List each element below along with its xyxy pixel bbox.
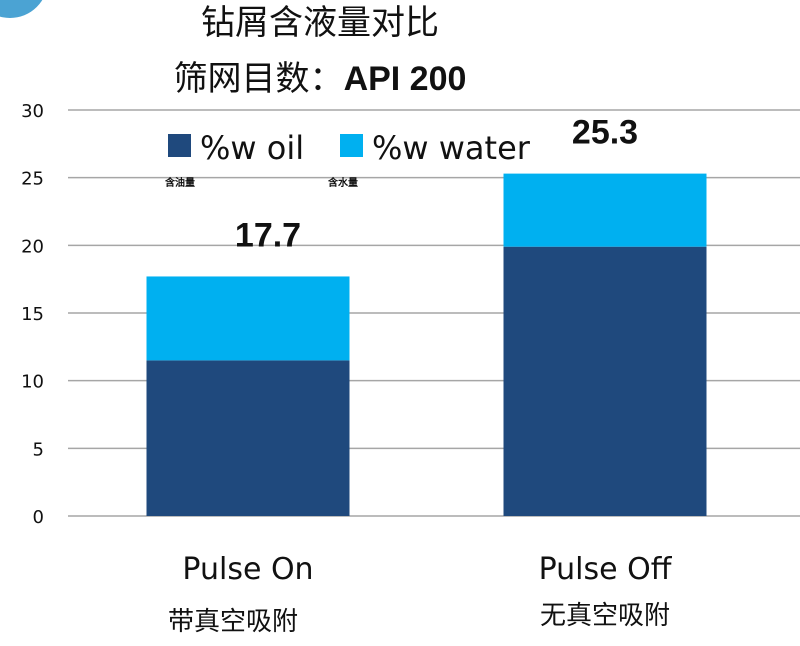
chart-subtitle: 筛网目数：API 200 — [174, 59, 467, 99]
legend-sublabel-oil: 含油量 — [165, 176, 195, 189]
x-category-label: Pulse On — [182, 552, 313, 587]
y-tick-label: 20 — [21, 236, 44, 257]
y-tick-label: 30 — [21, 101, 44, 122]
bar-segment-water — [146, 276, 350, 361]
legend-label-water: %w water — [372, 129, 531, 167]
legend-swatch-oil — [168, 134, 191, 157]
legend-swatch-water — [340, 134, 363, 157]
y-tick-label: 0 — [33, 507, 44, 528]
y-tick-label: 25 — [21, 169, 44, 190]
x-category-sublabel: 带真空吸附 — [168, 607, 298, 637]
y-tick-label: 15 — [21, 304, 44, 325]
bar-segment-oil — [146, 360, 350, 516]
data-label-total: 25.3 — [572, 114, 638, 152]
legend: %w oil 含油量 %w water 含水量 — [165, 129, 531, 189]
x-category-sublabel: 无真空吸附 — [540, 601, 670, 631]
bar-segment-oil — [503, 246, 707, 517]
y-tick-label: 10 — [21, 372, 44, 393]
corner-circle-decoration — [0, 0, 43, 18]
x-category-label: Pulse Off — [539, 552, 673, 587]
data-label-total: 17.7 — [235, 216, 301, 254]
legend-label-oil: %w oil — [200, 129, 304, 167]
chart-title: 钻屑含液量对比 — [201, 3, 439, 43]
y-tick-label: 5 — [33, 439, 44, 460]
bar-segment-water — [503, 173, 707, 247]
legend-sublabel-water: 含水量 — [328, 176, 358, 189]
